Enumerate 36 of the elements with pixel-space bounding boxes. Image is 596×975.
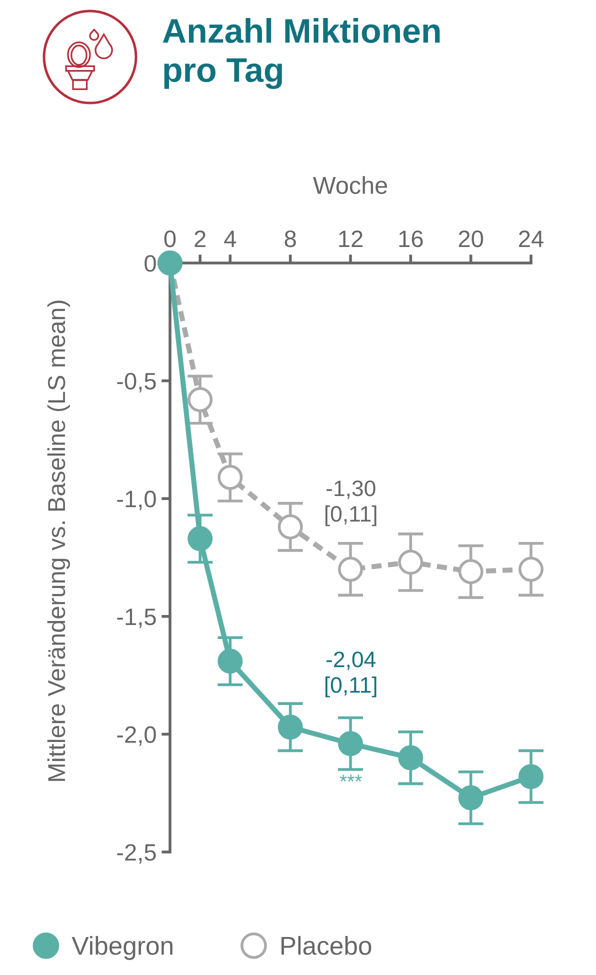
point bbox=[398, 745, 424, 770]
y-tick-label: -2,5 bbox=[117, 844, 156, 864]
point bbox=[518, 764, 544, 790]
point bbox=[188, 526, 213, 552]
annotation: -1,30 [0,11] bbox=[325, 480, 376, 526]
point bbox=[218, 464, 243, 490]
y-axis-title: Mittlere Veränderung vs. Baseline (LS mean) bbox=[47, 300, 70, 781]
x-tick-label: 2 bbox=[194, 230, 206, 247]
x-axis-title: Woche bbox=[312, 176, 388, 194]
point bbox=[338, 556, 363, 582]
y-tick-label: -2,0 bbox=[117, 726, 156, 746]
chart-title: Anzahl Miktionen pro Tag bbox=[162, 18, 440, 89]
x-tick-label: 8 bbox=[284, 230, 296, 248]
point bbox=[218, 648, 243, 674]
y-tick-label: -0,5 bbox=[117, 372, 156, 392]
x-tick-label: 4 bbox=[224, 230, 236, 247]
x-tick-label: 0 bbox=[164, 230, 176, 248]
y-tick-label: 0 bbox=[144, 255, 156, 272]
x-tick-label: 12 bbox=[339, 230, 362, 247]
point bbox=[278, 714, 303, 740]
y-tick-label: -1,5 bbox=[117, 608, 156, 628]
x-tick-label: 20 bbox=[458, 230, 484, 248]
point bbox=[188, 387, 213, 412]
y-tick-label: -1,0 bbox=[117, 490, 156, 510]
x-tick-label: 24 bbox=[519, 230, 544, 247]
legend-label: Placebo bbox=[282, 936, 372, 955]
point bbox=[458, 559, 484, 584]
point bbox=[278, 514, 303, 540]
annotation: *** bbox=[340, 774, 362, 782]
x-tick-label: 16 bbox=[399, 230, 423, 248]
annotation: -2,04 [0,11] bbox=[325, 652, 376, 698]
point bbox=[518, 556, 544, 582]
point bbox=[458, 785, 484, 810]
point bbox=[398, 550, 424, 575]
legend-label: Vibegron bbox=[72, 936, 172, 960]
point bbox=[338, 731, 363, 756]
